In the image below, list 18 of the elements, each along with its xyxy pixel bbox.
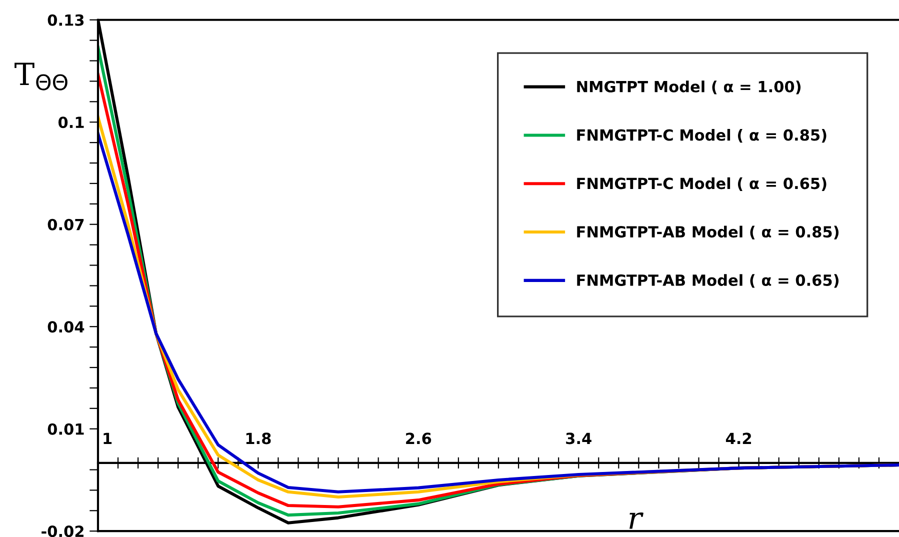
x-tick-label: 1 (104, 432, 112, 444)
x-tick-label: 3.4 (566, 432, 592, 444)
y-tick-label: 0.1 (58, 116, 84, 128)
y-tick-label: -0.02 (42, 526, 84, 537)
legend-label: FNMGTPT-C Model ( α = 0.65) (577, 177, 826, 191)
y-tick-label: 0.04 (48, 321, 84, 333)
x-tick-label: 2.6 (406, 432, 432, 444)
legend-label: NMGTPT Model ( α = 1.00) (577, 80, 801, 94)
legend-label: FNMGTPT-C Model ( α = 0.85) (577, 128, 826, 143)
legend-label: FNMGTPT-AB Model ( α = 0.85) (577, 226, 839, 240)
legend-label: FNMGTPT-AB Model ( α = 0.65) (577, 274, 839, 288)
x-tick-label: 1.8 (246, 432, 271, 444)
x-axis-title: r (630, 512, 644, 529)
y-tick-label: 0.01 (48, 423, 84, 435)
y-tick-label: 0.07 (48, 218, 84, 230)
x-tick-label: 4.2 (726, 432, 752, 444)
y-tick-label: 0.13 (48, 14, 84, 26)
y-axis-title: T$_{ΘΘ}$ (14, 62, 68, 90)
